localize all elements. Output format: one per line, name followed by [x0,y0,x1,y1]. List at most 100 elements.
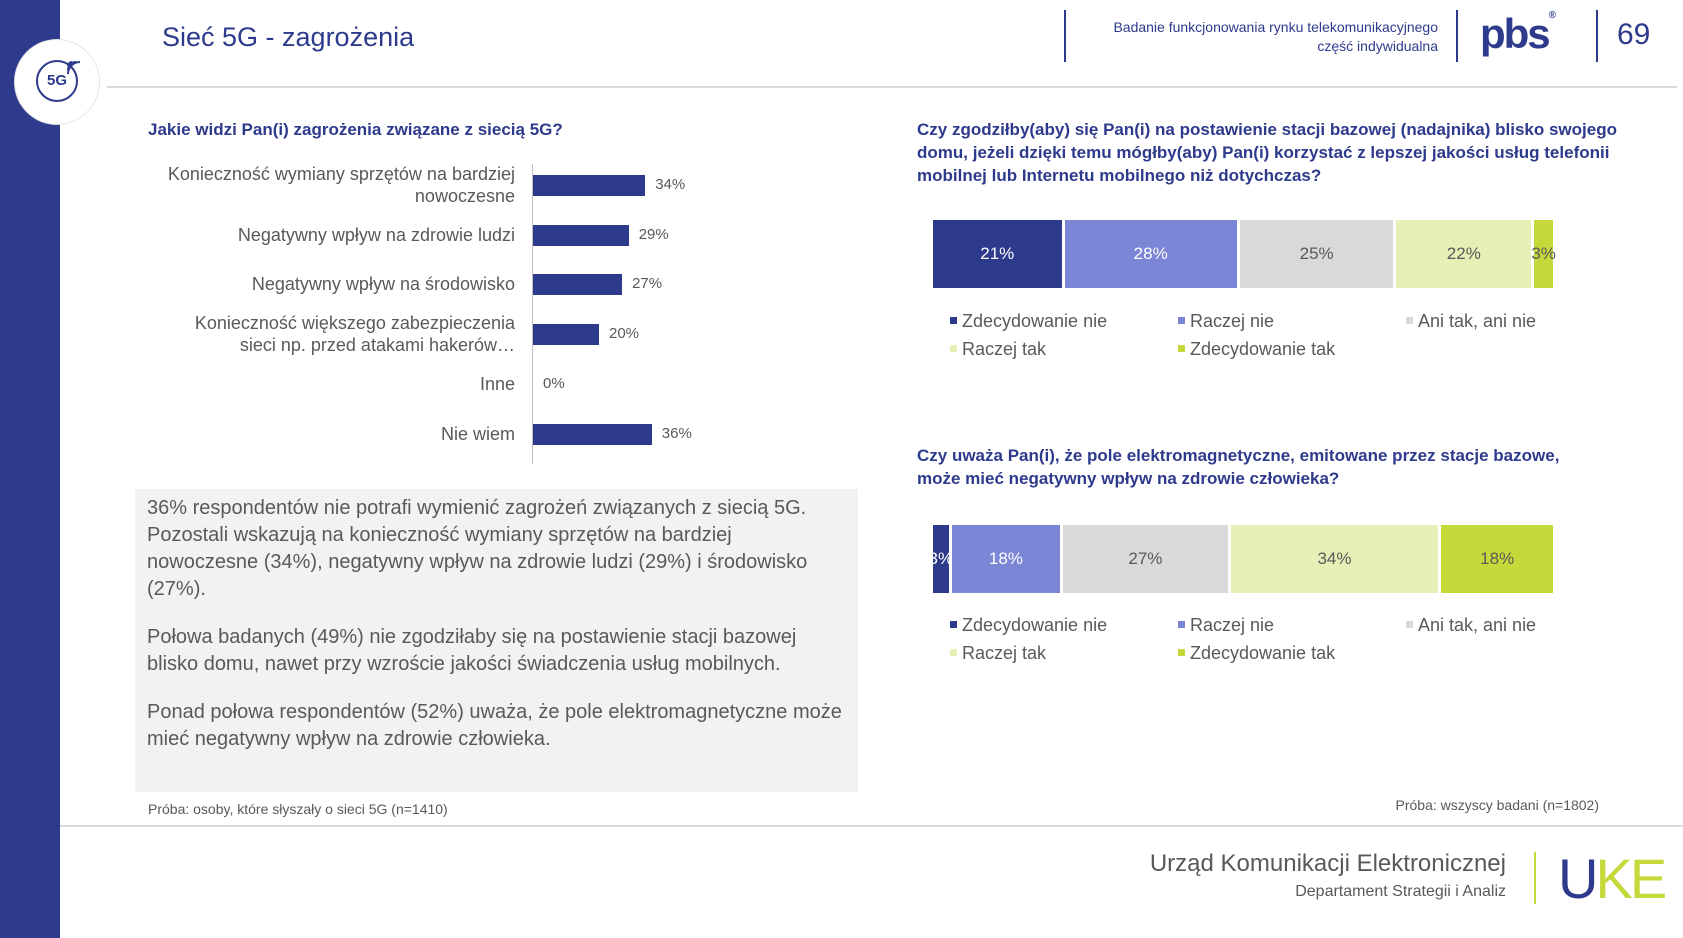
organization-name: Urząd Komunikacji Elektronicznej [1149,850,1506,877]
bar-value-label: 27% [632,275,663,292]
stack-segment-label: 22% [1446,244,1481,263]
bar [533,324,599,345]
summary-paragraph: Połowa badanych (49%) nie zgodziłaby się… [147,626,797,675]
stack-segment: 34% [1230,525,1442,593]
stack-segment: 21% [933,220,1065,288]
stack-segment-label: 3% [1531,244,1556,263]
legend-label: Raczej nie [1190,615,1275,635]
left-sidebar [0,0,60,938]
legend-item: Zdecydowanie nie [950,615,1107,636]
stack-segment: 22% [1396,220,1535,288]
legend-label: Raczej tak [962,643,1047,663]
stack-segment: 28% [1064,220,1240,288]
legend-label: Zdecydowanie tak [1190,339,1336,359]
header-separator [1456,10,1458,62]
pbs-registered-mark: ® [1548,10,1557,21]
legend-swatch [1178,620,1185,628]
bar-category-label: Konieczność większego zabezpieczenia sie… [194,313,515,355]
legend-item: Ani tak, ani nie [1406,615,1536,636]
bar-value-label: 20% [609,325,640,342]
badge-5g-label: 5G [36,60,78,102]
left-sample-note: Próba: osoby, które słyszały o sieci 5G … [148,801,448,817]
study-title-line1: Badanie funkcjonowania rynku telekomunik… [1113,19,1438,35]
bar-value-label: 29% [638,226,669,243]
footer-separator [1534,852,1536,904]
legend-swatch [1406,620,1413,628]
legend-swatch [950,648,957,656]
legend-item: Raczej tak [950,339,1046,360]
page-title: Sieć 5G - zagrożenia [162,22,415,52]
stack-segment-label: 18% [988,549,1023,568]
legend-swatch [950,344,957,352]
bar-value-label: 36% [661,425,692,442]
legend-item: Raczej nie [1178,311,1274,332]
bar-category-label: Inne [479,374,515,394]
bar-value-label: 0% [543,375,565,392]
bar-value-label: 34% [655,176,686,193]
signal-icon [67,61,81,74]
stack-segment-label: 3% [928,549,954,568]
summary-paragraph: 36% respondentów nie potrafi wymienić za… [147,497,808,600]
summary-paragraph: Ponad połowa respondentów (52%) uważa, ż… [147,701,842,750]
bar [533,424,652,445]
legend-label: Zdecydowanie nie [962,615,1108,635]
legend-item: Zdecydowanie tak [1178,339,1335,360]
legend-swatch [950,316,957,324]
bar-category-label: Nie wiem [440,424,515,444]
legend-label: Ani tak, ani nie [1418,311,1537,331]
stack-segment-label: 25% [1299,244,1334,263]
stack-segment-label: 27% [1128,549,1163,568]
legend-swatch [1178,648,1185,656]
footer-divider [60,825,1683,827]
badge-5g: 5G [15,40,99,124]
legend-item: Ani tak, ani nie [1406,311,1536,332]
stack-segment: 3% [1531,220,1556,288]
study-title: Badanie funkcjonowania rynku telekomunik… [1018,18,1438,56]
stack-segment: 18% [951,525,1064,593]
legend-item: Raczej nie [1178,615,1274,636]
stack-segment-label: 34% [1317,549,1352,568]
legend-label: Raczej nie [1190,311,1275,331]
legend-label: Raczej tak [962,339,1047,359]
uke-logo-e: E [1629,847,1667,910]
legend-swatch [1406,316,1413,324]
legend-swatch [1178,316,1185,324]
legend-swatch [1178,344,1185,352]
study-title-line2: część indywidualna [1317,38,1438,54]
stack-segment: 25% [1239,220,1397,288]
stack-segment: 18% [1441,525,1553,593]
legend-item: Zdecydowanie nie [950,311,1107,332]
bar-category-label: Negatywny wpływ na środowisko [251,274,515,294]
legend-label: Zdecydowanie nie [962,311,1108,331]
legend-label: Zdecydowanie tak [1190,643,1336,663]
uke-logo: UKE [1558,846,1667,911]
bar [533,274,623,295]
legend-swatch [950,620,957,628]
right-sample-note: Próba: wszyscy badani (n=1802) [1395,797,1600,813]
legend-item: Raczej tak [950,643,1046,664]
stack-segment: 3% [929,525,953,593]
header-divider [107,86,1677,88]
bar-category-label: Negatywny wpływ na zdrowie ludzi [237,225,515,245]
pbs-logo: pbs® [1480,10,1556,58]
right-question-2: Czy uważa Pan(i), że pole elektromagnety… [917,446,1560,488]
stack-segment-label: 28% [1133,244,1168,263]
bar [533,175,646,196]
stack-segment-label: 21% [980,244,1015,263]
legend-label: Ani tak, ani nie [1418,615,1537,635]
page-number: 69 [1617,18,1651,51]
pbs-logo-text: pbs [1480,10,1551,57]
department-name: Departament Strategii i Analiz [1295,883,1506,900]
bar-category-label: Konieczność wymiany sprzętów na bardziej… [167,164,515,206]
uke-logo-k: K [1595,847,1632,910]
stack-segment-label: 18% [1480,549,1515,568]
left-question: Jakie widzi Pan(i) zagrożenia związane z… [148,120,563,139]
stack-segment: 27% [1063,525,1231,593]
summary-box: 36% respondentów nie potrafi wymienić za… [135,489,858,792]
left-chart-axis [532,164,533,464]
right-question-1: Czy zgodziłby(aby) się Pan(i) na postawi… [917,120,1617,185]
header-separator [1596,10,1598,62]
legend-item: Zdecydowanie tak [1178,643,1335,664]
header-separator [1064,10,1066,62]
bar [533,225,629,246]
